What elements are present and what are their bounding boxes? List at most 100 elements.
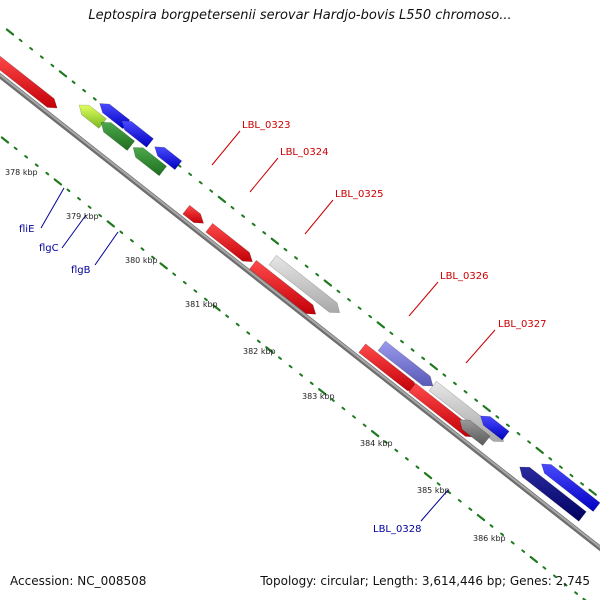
tick-dot <box>119 230 124 235</box>
gene-arrow-lbl0323[interactable] <box>182 204 204 224</box>
tick-dot <box>129 238 134 243</box>
tick-dot <box>45 171 50 176</box>
gene-arrow-flgb[interactable] <box>132 147 168 177</box>
tick-dot <box>256 339 261 344</box>
tick-dot <box>588 488 597 496</box>
gene-arrow-flgc[interactable] <box>100 121 136 151</box>
gene-label-lbl0328[interactable]: LBL_0328 <box>373 524 421 535</box>
tick-dot <box>225 314 230 318</box>
tick-dot <box>5 28 15 36</box>
tick-dot <box>58 70 68 78</box>
tick-dot <box>376 321 386 329</box>
tick-dot <box>383 440 388 444</box>
tick-dot <box>500 532 505 537</box>
tick-dot <box>447 490 452 495</box>
tick-dot <box>18 38 23 43</box>
tick-dot <box>521 549 526 553</box>
gene-label-flgb[interactable]: flgB <box>71 265 91 276</box>
gene-arrow-flie[interactable] <box>78 104 107 129</box>
tick-dot <box>580 482 585 486</box>
tick-dot <box>66 188 71 193</box>
tick-dot <box>246 331 251 335</box>
tick-dot <box>553 574 557 579</box>
gene-arrow-lbl0325[interactable] <box>249 259 317 315</box>
tick-dot <box>217 195 227 203</box>
tick-dot <box>542 566 547 570</box>
tick-dot <box>569 473 574 478</box>
gene-arrow-reverse[interactable] <box>480 415 510 441</box>
tick-dot <box>400 339 404 344</box>
tick-dot <box>574 591 579 595</box>
tick-dot <box>453 381 457 386</box>
tick-dot <box>82 88 87 93</box>
gene-arrow-reverse[interactable] <box>121 120 154 148</box>
gene-arrow-lbl0325-other[interactable] <box>268 254 340 313</box>
tick-dot <box>177 164 182 168</box>
scale-label: 383 kbp <box>302 392 335 401</box>
gene-arrow-forward[interactable] <box>0 54 58 109</box>
gene-arrow-lbl0324[interactable] <box>205 222 253 263</box>
gene-arrow-reverse[interactable] <box>519 466 587 522</box>
tick-dot <box>489 524 494 528</box>
tick-dot <box>188 172 193 176</box>
tick-dot <box>209 189 214 193</box>
tick-dot <box>299 373 304 377</box>
tick-dot <box>294 256 298 260</box>
gene-label-flie[interactable]: fliE <box>19 224 34 235</box>
tick-dot <box>330 398 335 402</box>
gene-label-flgc[interactable]: flgC <box>39 243 59 254</box>
tick-dot <box>463 390 468 394</box>
tick-dot <box>92 97 97 101</box>
tick-dot <box>368 314 373 319</box>
gene-label-lbl0325[interactable]: LBL_0325 <box>335 189 383 200</box>
tick-dot <box>39 55 44 59</box>
tick-dot <box>318 388 327 396</box>
gene-arrow-reverse[interactable] <box>541 463 600 512</box>
tick-dot <box>172 272 177 276</box>
tick-dot <box>336 289 341 294</box>
tick-dot <box>241 214 246 218</box>
tick-dot <box>347 298 351 302</box>
tick-dot <box>50 63 55 68</box>
tick-dot <box>87 205 92 209</box>
tick-dot <box>283 247 288 252</box>
tick-dot <box>106 220 115 228</box>
scale-label: 380 kbp <box>125 256 158 265</box>
scale-label: 381 kbp <box>185 300 218 309</box>
tick-dot <box>429 363 439 371</box>
accession-text: Accession: NC_008508 <box>10 574 147 588</box>
tick-dot <box>71 80 76 84</box>
tick-dot <box>304 264 309 269</box>
tick-dot <box>423 472 433 480</box>
gene-label-lbl0327[interactable]: LBL_0327 <box>498 319 546 330</box>
tick-dot <box>370 430 380 438</box>
tick-dot <box>251 222 256 227</box>
tick-dot <box>516 431 521 436</box>
map-title: Leptospira borgpetersenii serovar Hardjo… <box>88 8 512 23</box>
tick-dot <box>265 346 274 354</box>
gene-label-lbl0326[interactable]: LBL_0326 <box>440 271 488 282</box>
tick-dot <box>29 46 34 51</box>
tick-dot <box>0 136 10 144</box>
gene-features <box>0 54 600 522</box>
gene-arrow-lbl0326-other[interactable] <box>377 340 434 387</box>
tick-dot <box>212 304 221 312</box>
tick-dot <box>421 356 426 361</box>
gene-label-lbl0324[interactable]: LBL_0324 <box>280 147 328 158</box>
tick-dot <box>495 415 500 419</box>
tick-dot <box>98 213 103 218</box>
gene-label-lbl0323[interactable]: LBL_0323 <box>242 120 290 131</box>
tick-dot <box>288 364 293 369</box>
gene-arrow-flgb-protein[interactable] <box>154 146 183 171</box>
tick-dot <box>315 272 320 277</box>
tick-dot <box>505 423 510 428</box>
scale-labels: 378 kbp 379 kbp 380 kbp 381 kbp 382 kbp … <box>5 168 506 543</box>
tick-dot <box>563 582 568 587</box>
tick-dot <box>278 356 282 360</box>
gene-arrow-lbl0328[interactable] <box>459 419 491 446</box>
tick-dot <box>193 289 198 293</box>
tick-dot <box>262 231 267 235</box>
gene-labels: fliE flgC flgB LBL_0323 LBL_0324 LBL_032… <box>19 120 546 535</box>
tick-dot <box>341 406 346 411</box>
